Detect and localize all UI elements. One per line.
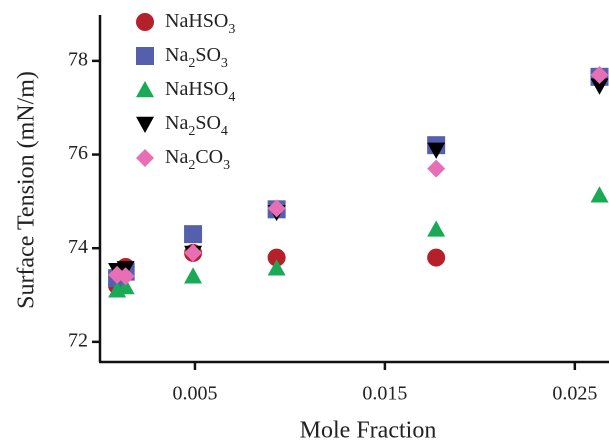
legend-label: NaHSO3 <box>165 10 235 37</box>
y-tick-label: 72 <box>68 329 88 351</box>
marker <box>267 199 286 218</box>
marker <box>427 220 446 237</box>
marker <box>427 248 446 267</box>
marker <box>427 142 446 159</box>
marker <box>184 243 203 262</box>
y-tick-label: 76 <box>68 142 88 164</box>
x-axis-title: Mole Fraction <box>300 418 437 444</box>
marker <box>267 259 286 276</box>
marker <box>590 65 609 84</box>
marker <box>427 159 446 178</box>
x-tick-label: 0.025 <box>552 383 597 405</box>
marker <box>267 248 286 267</box>
marker <box>184 267 203 284</box>
marker <box>136 81 154 98</box>
marker <box>590 78 609 95</box>
marker <box>136 116 154 133</box>
y-tick-label: 74 <box>68 236 88 258</box>
y-tick-label: 78 <box>68 48 88 70</box>
marker <box>136 13 154 31</box>
y-axis-title: Surface Tension (mN/m) <box>14 71 40 309</box>
marker <box>136 47 154 65</box>
marker <box>116 267 135 286</box>
legend-label: Na2CO3 <box>165 146 230 173</box>
x-tick-label: 0.005 <box>172 383 217 405</box>
marker <box>590 186 609 203</box>
legend-label: NaHSO4 <box>165 78 235 105</box>
x-tick-label: 0.015 <box>362 383 407 405</box>
legend-label: Na2SO3 <box>165 44 228 71</box>
legend-label: Na2SO4 <box>165 112 228 139</box>
marker <box>116 278 135 295</box>
marker <box>184 225 203 244</box>
marker <box>136 149 154 167</box>
